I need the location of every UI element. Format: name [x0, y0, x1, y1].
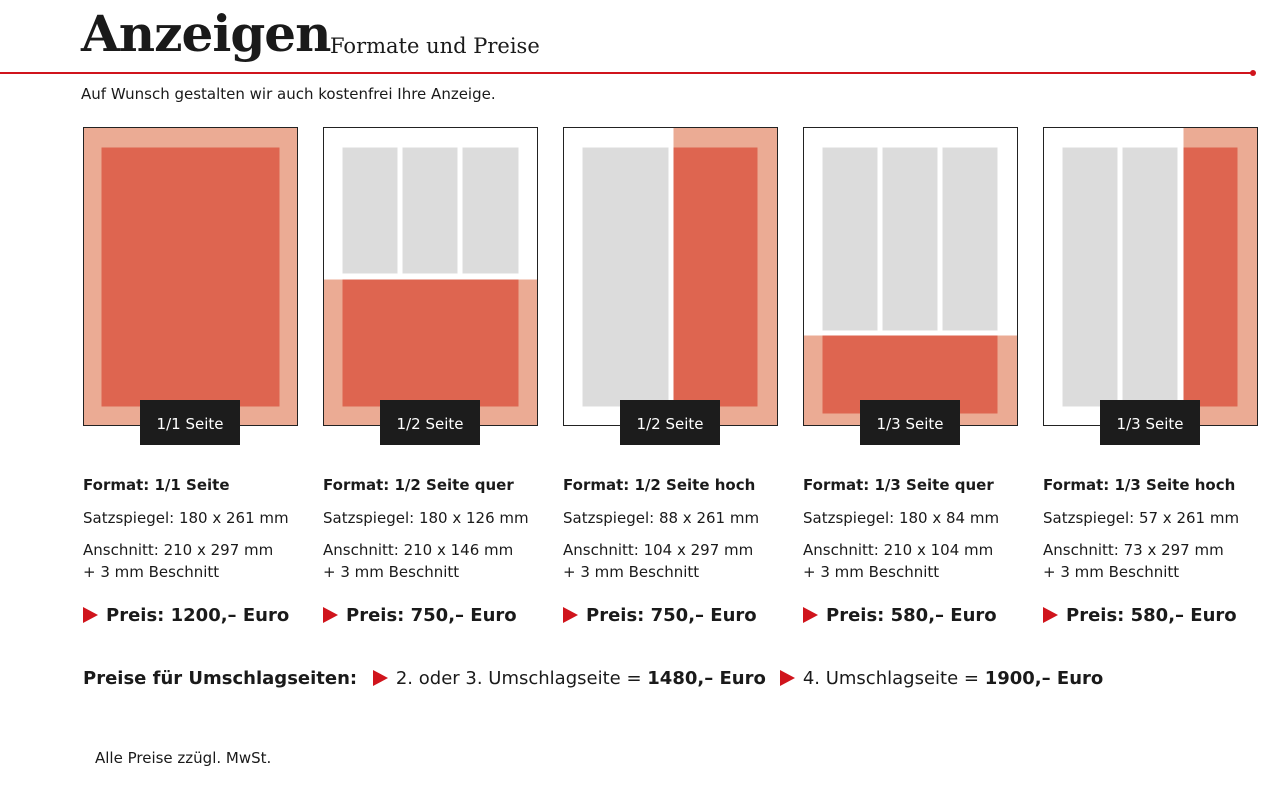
- satzspiegel: Satzspiegel: 57 x 261 mm: [1043, 509, 1240, 527]
- column-block: [1122, 147, 1178, 407]
- column-block: [1062, 147, 1118, 407]
- anschnitt: Anschnitt: 210 x 146 mm: [323, 541, 514, 559]
- bullet-triangle: [323, 607, 338, 623]
- anschnitt: Anschnitt: 210 x 297 mm: [83, 541, 274, 559]
- column-block: [402, 147, 458, 274]
- price-line: Preis: 580,– Euro: [803, 605, 1033, 627]
- beschnitt: + 3 mm Beschnitt: [83, 563, 220, 581]
- ad-area: [1183, 147, 1238, 407]
- format-name: Format: 1/2 Seite hoch: [563, 476, 756, 494]
- price: Preis: 580,– Euro: [1066, 605, 1237, 626]
- beschnitt: + 3 mm Beschnitt: [803, 563, 940, 581]
- anschnitt: Anschnitt: 73 x 297 mm: [1043, 541, 1224, 559]
- rule: [0, 72, 1253, 74]
- cover-label: Preise für Umschlagseiten:: [83, 668, 358, 689]
- cover-price: 1480,– Euro: [647, 668, 766, 689]
- subtitle: Formate und Preise: [330, 34, 540, 58]
- column-block: [342, 147, 398, 274]
- badge: 1/2 Seite: [397, 415, 464, 433]
- bullet-triangle: [372, 670, 388, 686]
- bullet-triangle: [779, 670, 795, 686]
- format-info: Format: 1/3 Seite hoch Satzspiegel: 57 x …: [1043, 474, 1273, 627]
- beschnitt: + 3 mm Beschnitt: [1043, 563, 1180, 581]
- ad-area: [101, 147, 280, 407]
- format-name: Format: 1/1 Seite: [83, 476, 230, 494]
- cover-text: 2. oder 3. Umschlagseite =: [395, 668, 642, 689]
- price: Preis: 750,– Euro: [586, 605, 757, 626]
- satzspiegel: Satzspiegel: 180 x 84 mm: [803, 509, 1000, 527]
- column-block: [882, 147, 938, 331]
- badge-bg: [860, 400, 960, 445]
- beschnitt: + 3 mm Beschnitt: [563, 563, 700, 581]
- format-name: Format: 1/3 Seite hoch: [1043, 476, 1236, 494]
- footer-note: Alle Preise zzügl. MwSt.: [95, 749, 272, 767]
- bullet-triangle: [83, 607, 98, 623]
- format-info: Format: 1/3 Seite quer Satzspiegel: 180 x…: [803, 474, 1033, 627]
- badge-bg: [140, 400, 240, 445]
- satzspiegel: Satzspiegel: 180 x 261 mm: [83, 509, 289, 527]
- badge-bg: [1100, 400, 1200, 445]
- rule-dot: [1250, 70, 1256, 76]
- ad-area: [342, 279, 519, 407]
- price-line: Preis: 1200,– Euro: [83, 605, 313, 627]
- badge-bg: [380, 400, 480, 445]
- title: Anzeigen: [81, 4, 331, 63]
- price: Preis: 1200,– Euro: [106, 605, 290, 626]
- intro: Auf Wunsch gestalten wir auch kostenfrei…: [81, 85, 496, 103]
- format-info: Format: 1/1 Seite Satzspiegel: 180 x 261 …: [83, 474, 313, 627]
- column-block: [462, 147, 519, 274]
- beschnitt: + 3 mm Beschnitt: [323, 563, 460, 581]
- bullet-triangle: [803, 607, 818, 623]
- price: Preis: 580,– Euro: [826, 605, 997, 626]
- badge: 1/1 Seite: [157, 415, 224, 433]
- badge: 1/3 Seite: [1117, 415, 1184, 433]
- column-block: [942, 147, 998, 331]
- badge: 1/3 Seite: [877, 415, 944, 433]
- format-name: Format: 1/2 Seite quer: [323, 476, 514, 494]
- bullet-triangle: [563, 607, 578, 623]
- format-info: Format: 1/2 Seite quer Satzspiegel: 180 x…: [323, 474, 553, 627]
- price-line: Preis: 580,– Euro: [1043, 605, 1273, 627]
- format-info: Format: 1/2 Seite hoch Satzspiegel: 88 x …: [563, 474, 793, 627]
- cover-items: 2. oder 3. Umschlagseite = 1480,– Euro 4.…: [372, 668, 1104, 689]
- anschnitt: Anschnitt: 210 x 104 mm: [803, 541, 994, 559]
- column-block: [822, 147, 878, 331]
- bullet-triangle: [1043, 607, 1058, 623]
- anschnitt: Anschnitt: 104 x 297 mm: [563, 541, 754, 559]
- cover-text: 4. Umschlagseite =: [802, 668, 979, 689]
- price-line: Preis: 750,– Euro: [323, 605, 553, 627]
- badge: 1/2 Seite: [637, 415, 704, 433]
- format-diagrams: 1/1 Seite 1/2 Seite 1/2 Seite 1/3 Seite 1/3 …: [83, 127, 1258, 445]
- badge-bg: [620, 400, 720, 445]
- column-block: [582, 147, 669, 407]
- cover-price: 1900,– Euro: [984, 668, 1104, 689]
- format-name: Format: 1/3 Seite quer: [803, 476, 994, 494]
- ad-area: [673, 147, 758, 407]
- satzspiegel: Satzspiegel: 88 x 261 mm: [563, 509, 760, 527]
- cover-prices: Preise für Umschlagseiten: 2. oder 3. Um…: [83, 668, 1103, 689]
- price-line: Preis: 750,– Euro: [563, 605, 793, 627]
- price: Preis: 750,– Euro: [346, 605, 517, 626]
- satzspiegel: Satzspiegel: 180 x 126 mm: [323, 509, 529, 527]
